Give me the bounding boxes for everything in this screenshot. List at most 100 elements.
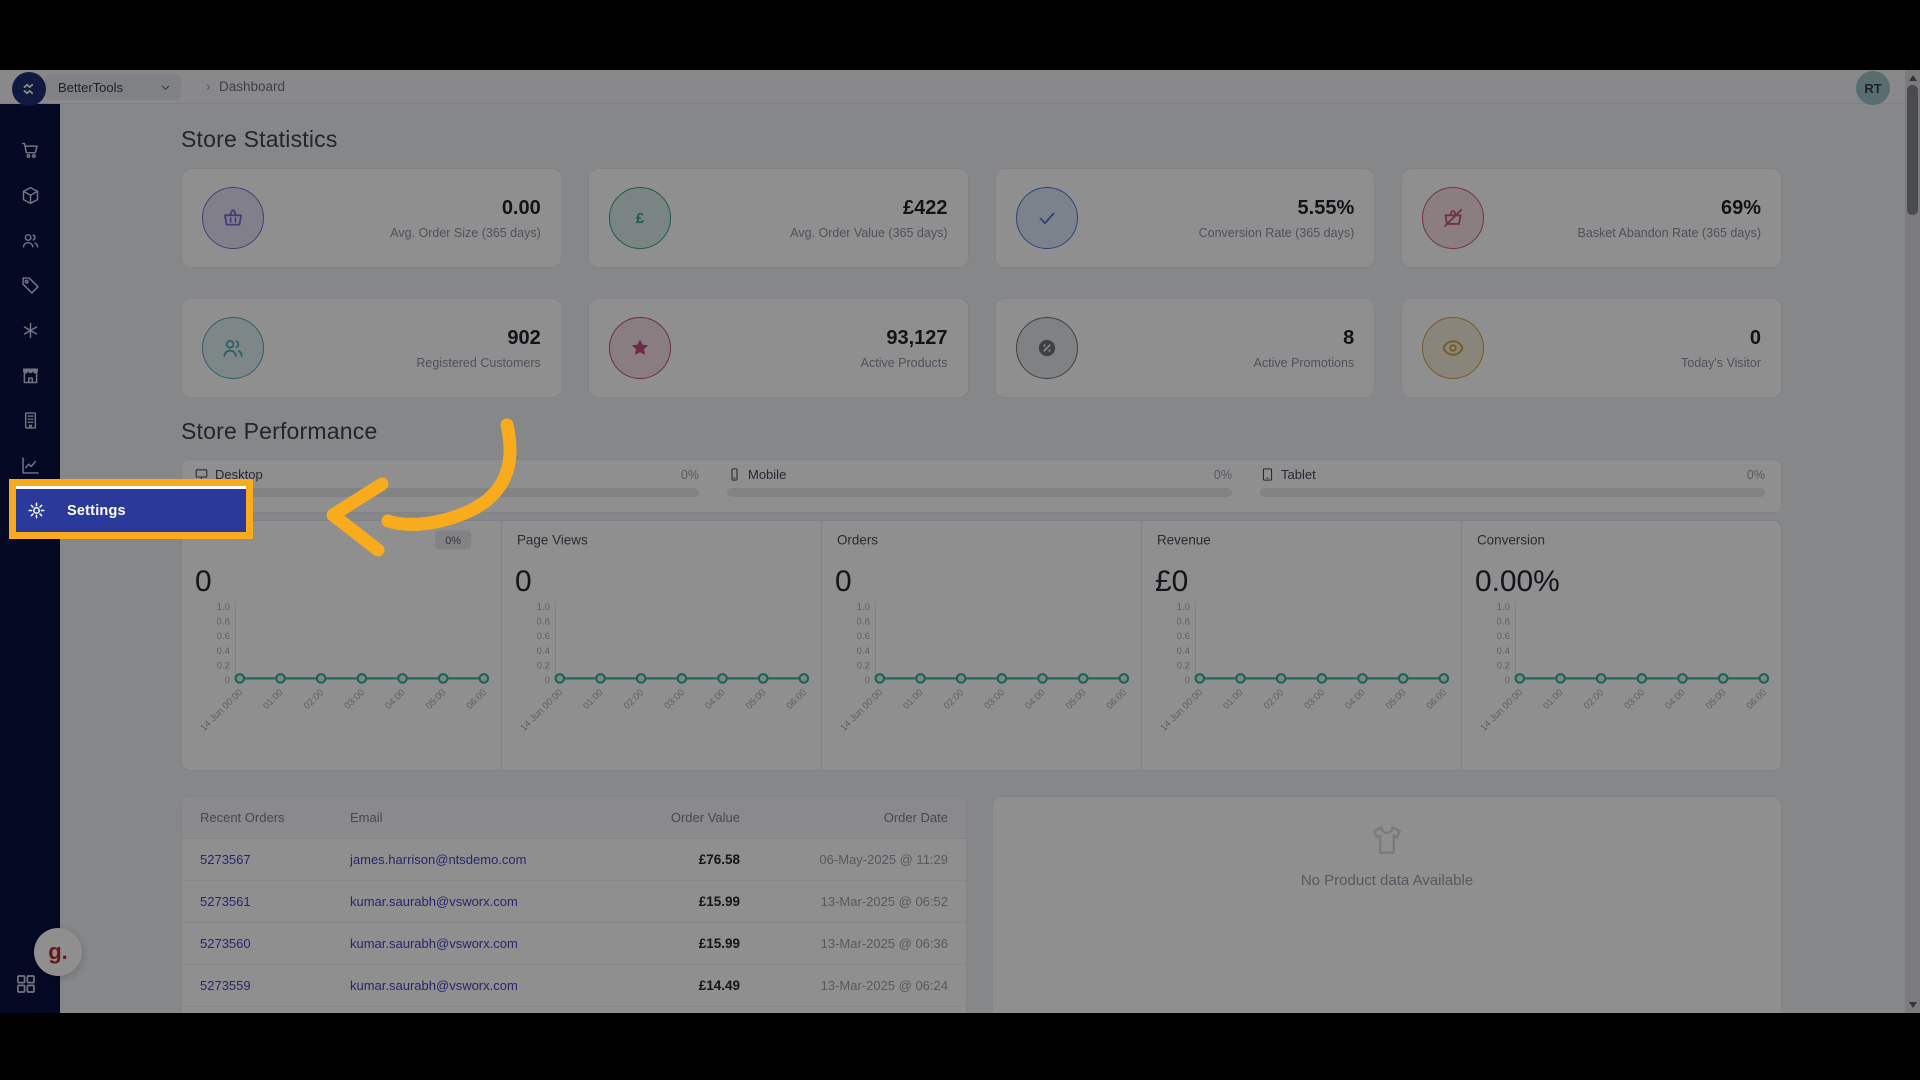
settings-label: Settings	[67, 502, 126, 519]
sidebar-item-tag[interactable]	[0, 263, 60, 308]
svg-text:0: 0	[195, 565, 212, 598]
sidebar-item-analytics[interactable]	[0, 443, 60, 488]
svg-text:14 Jun 00:00: 14 Jun 00:00	[1158, 687, 1205, 734]
order-email-link[interactable]: kumar.saurabh@vsworx.com	[350, 936, 518, 951]
svg-text:0.2: 0.2	[217, 660, 230, 671]
svg-text:Revenue: Revenue	[1157, 532, 1211, 547]
svg-text:0.6: 0.6	[1497, 631, 1510, 642]
check-icon	[1039, 212, 1054, 225]
svg-text:03:00: 03:00	[1302, 687, 1327, 712]
chart-panel: Page Views 0 1.0 0.8 0.6 0.4 0.2 0 14 Jun 00:00 0…	[501, 520, 822, 771]
analytics-icon	[21, 457, 39, 474]
svg-text:02:00: 02:00	[302, 687, 327, 712]
app-window: BetterTools › Dashboard RT g. Store	[0, 70, 1920, 1013]
sidebar-item-package[interactable]	[0, 173, 60, 218]
tshirt-icon	[1373, 826, 1401, 854]
stat-value: £422	[903, 196, 948, 219]
svg-text:0: 0	[515, 565, 532, 598]
double-chevron-right-icon[interactable]	[16, 1010, 37, 1013]
svg-text:14 Jun 00:00: 14 Jun 00:00	[198, 687, 245, 734]
svg-text:0.4: 0.4	[217, 646, 230, 657]
stat-card: 93,127 Active Products	[587, 298, 969, 398]
pound-icon: £	[636, 210, 645, 227]
svg-text:06:00: 06:00	[1424, 687, 1449, 712]
logo-zigzag-icon	[23, 83, 34, 95]
store-icon	[22, 368, 38, 384]
svg-text:1.0: 1.0	[1177, 602, 1190, 613]
svg-text:03:00: 03:00	[662, 687, 687, 712]
order-id-link[interactable]: 5273561	[200, 894, 251, 909]
svg-text:Orders: Orders	[837, 532, 878, 547]
order-email-link[interactable]: james.harrison@ntsdemo.com	[350, 852, 527, 867]
svg-text:06:00: 06:00	[784, 687, 809, 712]
svg-text:0: 0	[835, 565, 852, 598]
svg-text:0: 0	[865, 675, 870, 686]
scrollbar-thumb[interactable]	[1907, 85, 1918, 215]
tablet-icon	[1262, 468, 1273, 481]
chart-conversion: Conversion 0.00% 1.0 0.8 0.6 0.4 0.2 014 Jun 00…	[1475, 532, 1770, 734]
avatar[interactable]: RT	[1856, 71, 1890, 105]
sidebar-item-users[interactable]	[0, 218, 60, 263]
stat-card: 0 Today's Visitor	[1401, 298, 1782, 398]
svg-text:06:00: 06:00	[1744, 687, 1769, 712]
sidebar-item-asterisk[interactable]	[0, 308, 60, 353]
vertical-scrollbar[interactable]	[1905, 70, 1920, 1013]
svg-text:01:00: 01:00	[1541, 687, 1566, 712]
users-icon	[22, 234, 38, 248]
svg-text:02:00: 02:00	[942, 687, 967, 712]
sidebar-item-settings[interactable]: Settings	[16, 486, 246, 532]
chevron-down-icon	[161, 85, 170, 90]
stat-label: Today's Visitor	[1681, 355, 1761, 370]
g-launcher-badge[interactable]: g.	[34, 928, 82, 976]
grid-apps-icon[interactable]	[14, 972, 38, 996]
svg-text:0%: 0%	[445, 535, 461, 547]
sidebar-item-store[interactable]	[0, 353, 60, 398]
orders-table-header: Recent Orders Email Order Value Order Date	[182, 797, 966, 839]
sidebar-item-building[interactable]	[0, 398, 60, 443]
order-email-link[interactable]: kumar.saurabh@vsworx.com	[350, 894, 518, 909]
annotation-highlight-box: Settings	[9, 479, 253, 539]
order-id-link[interactable]: 5273560	[200, 936, 251, 951]
svg-text:04:00: 04:00	[703, 687, 728, 712]
stat-icon-circle	[202, 317, 264, 379]
device-percent: 0%	[680, 467, 699, 482]
asterisk-icon	[23, 322, 37, 339]
device-progress-bar	[194, 488, 699, 497]
seal-percent-icon	[1038, 339, 1055, 357]
stat-card: 0.00 Avg. Order Size (365 days)	[181, 168, 562, 268]
stat-icon-circle: £	[608, 187, 671, 249]
app-logo[interactable]	[12, 72, 46, 106]
order-value: £15.99	[698, 936, 740, 951]
svg-text:0.8: 0.8	[1177, 617, 1190, 628]
device-label: Mobile	[748, 467, 787, 482]
store-performance-title: Store Performance	[181, 418, 378, 444]
scrollbar-up-arrow[interactable]	[1908, 75, 1917, 81]
svg-text:02:00: 02:00	[1262, 687, 1287, 712]
order-id-link[interactable]: 5273567	[200, 852, 251, 867]
device-label: Tablet	[1281, 467, 1316, 482]
brand-selector-label: BetterTools	[58, 79, 124, 95]
svg-text:01:00: 01:00	[901, 687, 926, 712]
svg-text:Page Views: Page Views	[517, 532, 588, 547]
recent-orders-card: Recent Orders Email Order Value Order Date …	[181, 796, 967, 1013]
sidebar-item-cart[interactable]	[0, 128, 60, 173]
svg-text:0.6: 0.6	[1177, 631, 1190, 642]
chart-panel: Orders 0 1.0 0.8 0.6 0.4 0.2 0 14 Jun 00:00 01:00…	[821, 520, 1142, 771]
order-email-link[interactable]: kumar.saurabh@vsworx.com	[350, 978, 518, 993]
chart-revenue: Revenue £0 1.0 0.8 0.6 0.4 0.2 014 Jun 00:00 01:…	[1155, 532, 1450, 734]
eye-icon	[1442, 340, 1464, 356]
stat-value: 902	[507, 326, 541, 349]
mobile-icon	[731, 468, 738, 481]
stat-label: Avg. Order Value (365 days)	[790, 225, 948, 240]
svg-text:0.4: 0.4	[1497, 646, 1510, 657]
top-bar: BetterTools › Dashboard RT	[0, 70, 1920, 105]
svg-text:05:00: 05:00	[1384, 687, 1409, 712]
basket-off-icon	[1444, 208, 1463, 228]
scrollbar-down-arrow[interactable]	[1908, 1002, 1917, 1008]
brand-selector[interactable]: BetterTools	[45, 74, 181, 100]
breadcrumb[interactable]: Dashboard	[219, 79, 286, 94]
svg-text:£: £	[636, 210, 645, 227]
stat-card: 69% Basket Abandon Rate (365 days)	[1401, 168, 1782, 268]
order-id-link[interactable]: 5273559	[200, 978, 251, 993]
